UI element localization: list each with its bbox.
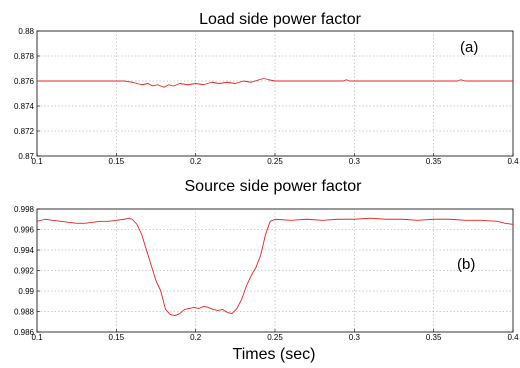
- axis-ticks: 0.1 0.15 0.2 0.25 0.3 0.35 0.4 0.87 0.872 0.874 0.…: [14, 27, 519, 166]
- x-tick-label: 0.2: [190, 333, 202, 342]
- chart-title: Source side power factor: [185, 178, 363, 195]
- series-line: [36, 217, 514, 317]
- panel-label: (a): [460, 39, 478, 56]
- y-tick-label: 0.88: [18, 27, 34, 36]
- y-tick-label: 0.996: [14, 226, 35, 235]
- x-tick-label: 0.3: [349, 333, 361, 342]
- y-tick-label: 0.994: [14, 246, 35, 255]
- y-tick-label: 0.876: [14, 77, 35, 86]
- x-tick-label: 0.1: [31, 157, 43, 166]
- x-tick-label: 0.4: [507, 333, 519, 342]
- load-side-power-factor-chart: Load side power factor 0.1 0.15 0.2 0.25 0.3…: [14, 11, 519, 166]
- x-tick-label: 0.15: [109, 157, 125, 166]
- y-tick-label: 0.878: [14, 52, 35, 61]
- x-tick-label: 0.35: [426, 157, 442, 166]
- x-tick-label: 0.15: [109, 333, 125, 342]
- x-tick-label: 0.4: [507, 157, 519, 166]
- y-tick-label: 0.874: [14, 102, 35, 111]
- y-tick-label: 0.986: [14, 328, 35, 337]
- y-tick-label: 0.992: [14, 267, 35, 276]
- x-tick-label: 0.2: [190, 157, 202, 166]
- axis-ticks: 0.1 0.15 0.2 0.25 0.3 0.35 0.4 0.986 0.988 0.99 0.…: [14, 205, 519, 342]
- x-tick-label: 0.3: [349, 157, 361, 166]
- plot-area: [36, 30, 514, 157]
- y-tick-label: 0.99: [18, 287, 34, 296]
- panel-label: (b): [457, 256, 475, 273]
- y-tick-label: 0.988: [14, 308, 35, 317]
- x-tick-label: 0.1: [31, 333, 43, 342]
- chart-title: Load side power factor: [199, 11, 362, 28]
- x-tick-label: 0.25: [267, 333, 283, 342]
- series-layer: [37, 78, 513, 88]
- series-line: [37, 78, 513, 88]
- series-layer: [36, 217, 514, 317]
- x-tick-label: 0.25: [267, 157, 283, 166]
- source-side-power-factor-chart: Source side power factor 0.1 0.15 0.2 0.25 0…: [14, 178, 519, 363]
- x-axis-label: Times (sec): [233, 346, 316, 363]
- x-tick-label: 0.35: [426, 333, 442, 342]
- y-tick-label: 0.87: [18, 152, 34, 161]
- gridlines: [37, 209, 513, 332]
- y-tick-label: 0.998: [14, 205, 35, 214]
- y-tick-label: 0.872: [14, 127, 35, 136]
